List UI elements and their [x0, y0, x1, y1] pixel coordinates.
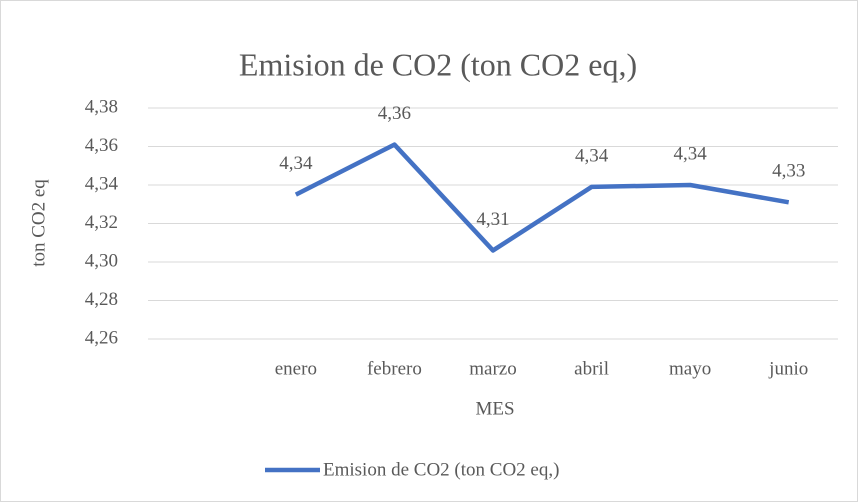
- y-tick-label: 4,38: [85, 96, 118, 117]
- x-tick-label: febrero: [367, 358, 422, 379]
- x-tick-label: mayo: [669, 358, 711, 379]
- legend-label: Emision de CO2 (ton CO2 eq,): [323, 459, 559, 480]
- data-label: 4,34: [674, 143, 708, 164]
- data-label: 4,34: [575, 145, 609, 166]
- data-label: 4,33: [772, 161, 805, 182]
- y-tick-label: 4,32: [85, 212, 118, 233]
- x-tick-label: marzo: [469, 358, 516, 379]
- x-tick-label: abril: [574, 358, 609, 379]
- y-axis-title: ton CO2 eq: [28, 179, 49, 267]
- x-tick-label: junio: [768, 358, 808, 379]
- y-tick-label: 4,28: [85, 289, 118, 310]
- y-tick-label: 4,30: [85, 250, 118, 271]
- data-label: 4,31: [476, 209, 509, 230]
- y-tick-label: 4,26: [85, 327, 118, 348]
- data-line: [294, 142, 790, 253]
- x-tick-label: enero: [275, 358, 317, 379]
- data-label: 4,34: [279, 153, 313, 174]
- data-label: 4,36: [378, 103, 411, 124]
- y-tick-label: 4,34: [85, 173, 119, 194]
- y-tick-label: 4,36: [85, 135, 118, 156]
- x-axis-title: MES: [475, 398, 514, 419]
- chart-title: Emision de CO2 (ton CO2 eq,): [239, 46, 637, 82]
